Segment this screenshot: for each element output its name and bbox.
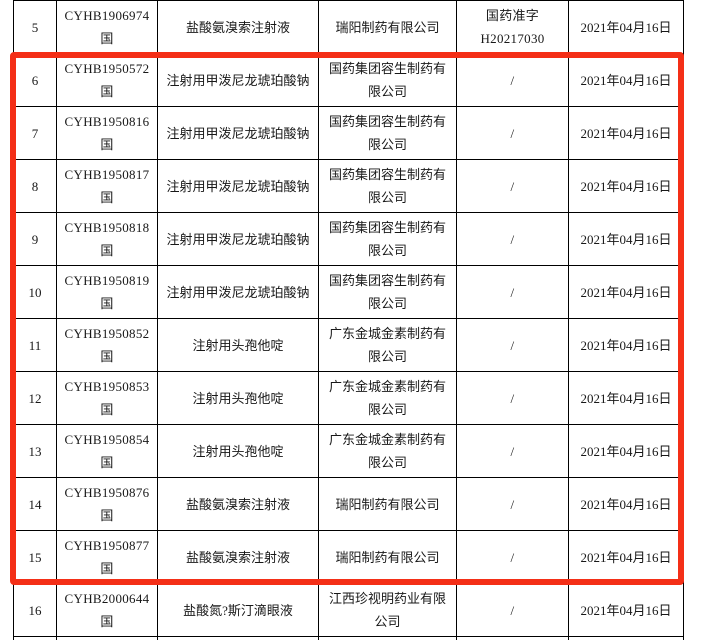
approval-date-cell: 2021年04月16日 [568, 371, 684, 425]
registration-number-cell: CYHB1950819 国 [56, 265, 158, 319]
approval-number-cell: / [456, 159, 569, 213]
row-number-cell: 7 [13, 106, 57, 160]
company-name-cell: 瑞阳制药有限公司 [318, 530, 457, 584]
approval-number-cell: / [456, 371, 569, 425]
approval-number-cell: / [456, 106, 569, 160]
company-name-cell: 广东金城金素制药有限公司 [318, 371, 457, 425]
drug-name-cell: 注射用头孢他啶 [157, 371, 319, 425]
row-number-cell: 6 [13, 53, 57, 107]
row-number-cell: 10 [13, 265, 57, 319]
table-row: 11 CYHB1950852 国注射用头孢他啶 广东金城金素制药有限公司/2021年… [13, 318, 684, 372]
row-number-cell: 5 [13, 0, 57, 54]
approval-number-cell: / [456, 530, 569, 584]
row-number-cell: 9 [13, 212, 57, 266]
approval-date-cell: 2021年04月16日 [568, 106, 684, 160]
company-name-cell: 国药集团容生制药有限公司 [318, 212, 457, 266]
registration-number-cell: CYHB1950852 国 [56, 318, 158, 372]
drug-name-cell: 盐酸氨溴索注射液 [157, 0, 319, 54]
drug-name-cell: 注射用甲泼尼龙琥珀酸钠 [157, 265, 319, 319]
drug-name-cell: 盐酸氮?斯汀滴眼液 [157, 583, 319, 637]
approval-date-cell: 2021年04月16日 [568, 159, 684, 213]
drug-name-cell: 盐酸氨溴索注射液 [157, 530, 319, 584]
drug-name-cell: 注射用头孢他啶 [157, 318, 319, 372]
table-row: 16 CYHB2000644 国盐酸氮?斯汀滴眼液 江西珍视明药业有限公司/2021… [13, 583, 684, 637]
row-number-cell: 16 [13, 583, 57, 637]
approval-number-cell: / [456, 53, 569, 107]
drug-name-cell: 注射用头孢他啶 [157, 424, 319, 478]
table-row: 14 CYHB1950876 国盐酸氨溴索注射液 瑞阳制药有限公司/2021年04月… [13, 477, 684, 531]
partial-next-row [13, 636, 684, 640]
row-number-cell: 8 [13, 159, 57, 213]
row-number-cell: 14 [13, 477, 57, 531]
partial-row-cell [456, 636, 569, 640]
table-row: 13 CYHB1950854 国注射用头孢他啶 广东金城金素制药有限公司/2021年… [13, 424, 684, 478]
registration-number-cell: CYHB1950876 国 [56, 477, 158, 531]
company-name-cell: 广东金城金素制药有限公司 [318, 318, 457, 372]
approval-number-cell: / [456, 477, 569, 531]
approval-date-cell: 2021年04月16日 [568, 0, 684, 54]
partial-row-cell [56, 636, 158, 640]
registration-number-cell: CYHB1950854 国 [56, 424, 158, 478]
partial-row-cell [13, 636, 57, 640]
registration-number-cell: CYHB2000644 国 [56, 583, 158, 637]
approval-number-cell: / [456, 424, 569, 478]
row-number-cell: 11 [13, 318, 57, 372]
registration-number-cell: CYHB1906974 国 [56, 0, 158, 54]
table-body: 5 CYHB1906974 国盐酸氨溴索注射液 瑞阳制药有限公司 国药准字 H2021… [13, 0, 684, 640]
approval-date-cell: 2021年04月16日 [568, 583, 684, 637]
table-row: 6 CYHB1950572 国注射用甲泼尼龙琥珀酸钠 国药集团容生制药有限公司/20… [13, 53, 684, 107]
approval-date-cell: 2021年04月16日 [568, 265, 684, 319]
partial-row-cell [318, 636, 457, 640]
registration-number-cell: CYHB1950818 国 [56, 212, 158, 266]
drug-name-cell: 注射用甲泼尼龙琥珀酸钠 [157, 212, 319, 266]
drug-registration-table: 5 CYHB1906974 国盐酸氨溴索注射液 瑞阳制药有限公司 国药准字 H2021… [13, 0, 684, 640]
company-name-cell: 国药集团容生制药有限公司 [318, 265, 457, 319]
table-row: 10 CYHB1950819 国注射用甲泼尼龙琥珀酸钠 国药集团容生制药有限公司/2… [13, 265, 684, 319]
row-number-cell: 15 [13, 530, 57, 584]
approval-number-cell: / [456, 318, 569, 372]
drug-name-cell: 注射用甲泼尼龙琥珀酸钠 [157, 106, 319, 160]
approval-date-cell: 2021年04月16日 [568, 530, 684, 584]
row-number-cell: 12 [13, 371, 57, 425]
company-name-cell: 国药集团容生制药有限公司 [318, 159, 457, 213]
approval-date-cell: 2021年04月16日 [568, 53, 684, 107]
table-row: 7 CYHB1950816 国注射用甲泼尼龙琥珀酸钠 国药集团容生制药有限公司/20… [13, 106, 684, 160]
registration-number-cell: CYHB1950853 国 [56, 371, 158, 425]
company-name-cell: 瑞阳制药有限公司 [318, 0, 457, 54]
table-row: 8 CYHB1950817 国注射用甲泼尼龙琥珀酸钠 国药集团容生制药有限公司/20… [13, 159, 684, 213]
approval-number-cell: / [456, 583, 569, 637]
registration-number-cell: CYHB1950816 国 [56, 106, 158, 160]
approval-date-cell: 2021年04月16日 [568, 212, 684, 266]
table-row: 12 CYHB1950853 国注射用头孢他啶 广东金城金素制药有限公司/2021年… [13, 371, 684, 425]
registration-number-cell: CYHB1950877 国 [56, 530, 158, 584]
company-name-cell: 国药集团容生制药有限公司 [318, 106, 457, 160]
approval-date-cell: 2021年04月16日 [568, 318, 684, 372]
company-name-cell: 国药集团容生制药有限公司 [318, 53, 457, 107]
table-row: 9 CYHB1950818 国注射用甲泼尼龙琥珀酸钠 国药集团容生制药有限公司/20… [13, 212, 684, 266]
row-number-cell: 13 [13, 424, 57, 478]
company-name-cell: 江西珍视明药业有限公司 [318, 583, 457, 637]
registration-number-cell: CYHB1950817 国 [56, 159, 158, 213]
registration-number-cell: CYHB1950572 国 [56, 53, 158, 107]
table-row: 5 CYHB1906974 国盐酸氨溴索注射液 瑞阳制药有限公司 国药准字 H2021… [13, 0, 684, 54]
table-row: 15 CYHB1950877 国盐酸氨溴索注射液 瑞阳制药有限公司/2021年04月… [13, 530, 684, 584]
partial-row-cell [568, 636, 684, 640]
approval-number-cell: / [456, 265, 569, 319]
approval-date-cell: 2021年04月16日 [568, 477, 684, 531]
approval-date-cell: 2021年04月16日 [568, 424, 684, 478]
approval-number-cell: 国药准字 H20217030 [456, 0, 569, 54]
partial-row-cell [157, 636, 319, 640]
company-name-cell: 瑞阳制药有限公司 [318, 477, 457, 531]
company-name-cell: 广东金城金素制药有限公司 [318, 424, 457, 478]
drug-name-cell: 盐酸氨溴索注射液 [157, 477, 319, 531]
drug-name-cell: 注射用甲泼尼龙琥珀酸钠 [157, 159, 319, 213]
drug-name-cell: 注射用甲泼尼龙琥珀酸钠 [157, 53, 319, 107]
approval-number-cell: / [456, 212, 569, 266]
